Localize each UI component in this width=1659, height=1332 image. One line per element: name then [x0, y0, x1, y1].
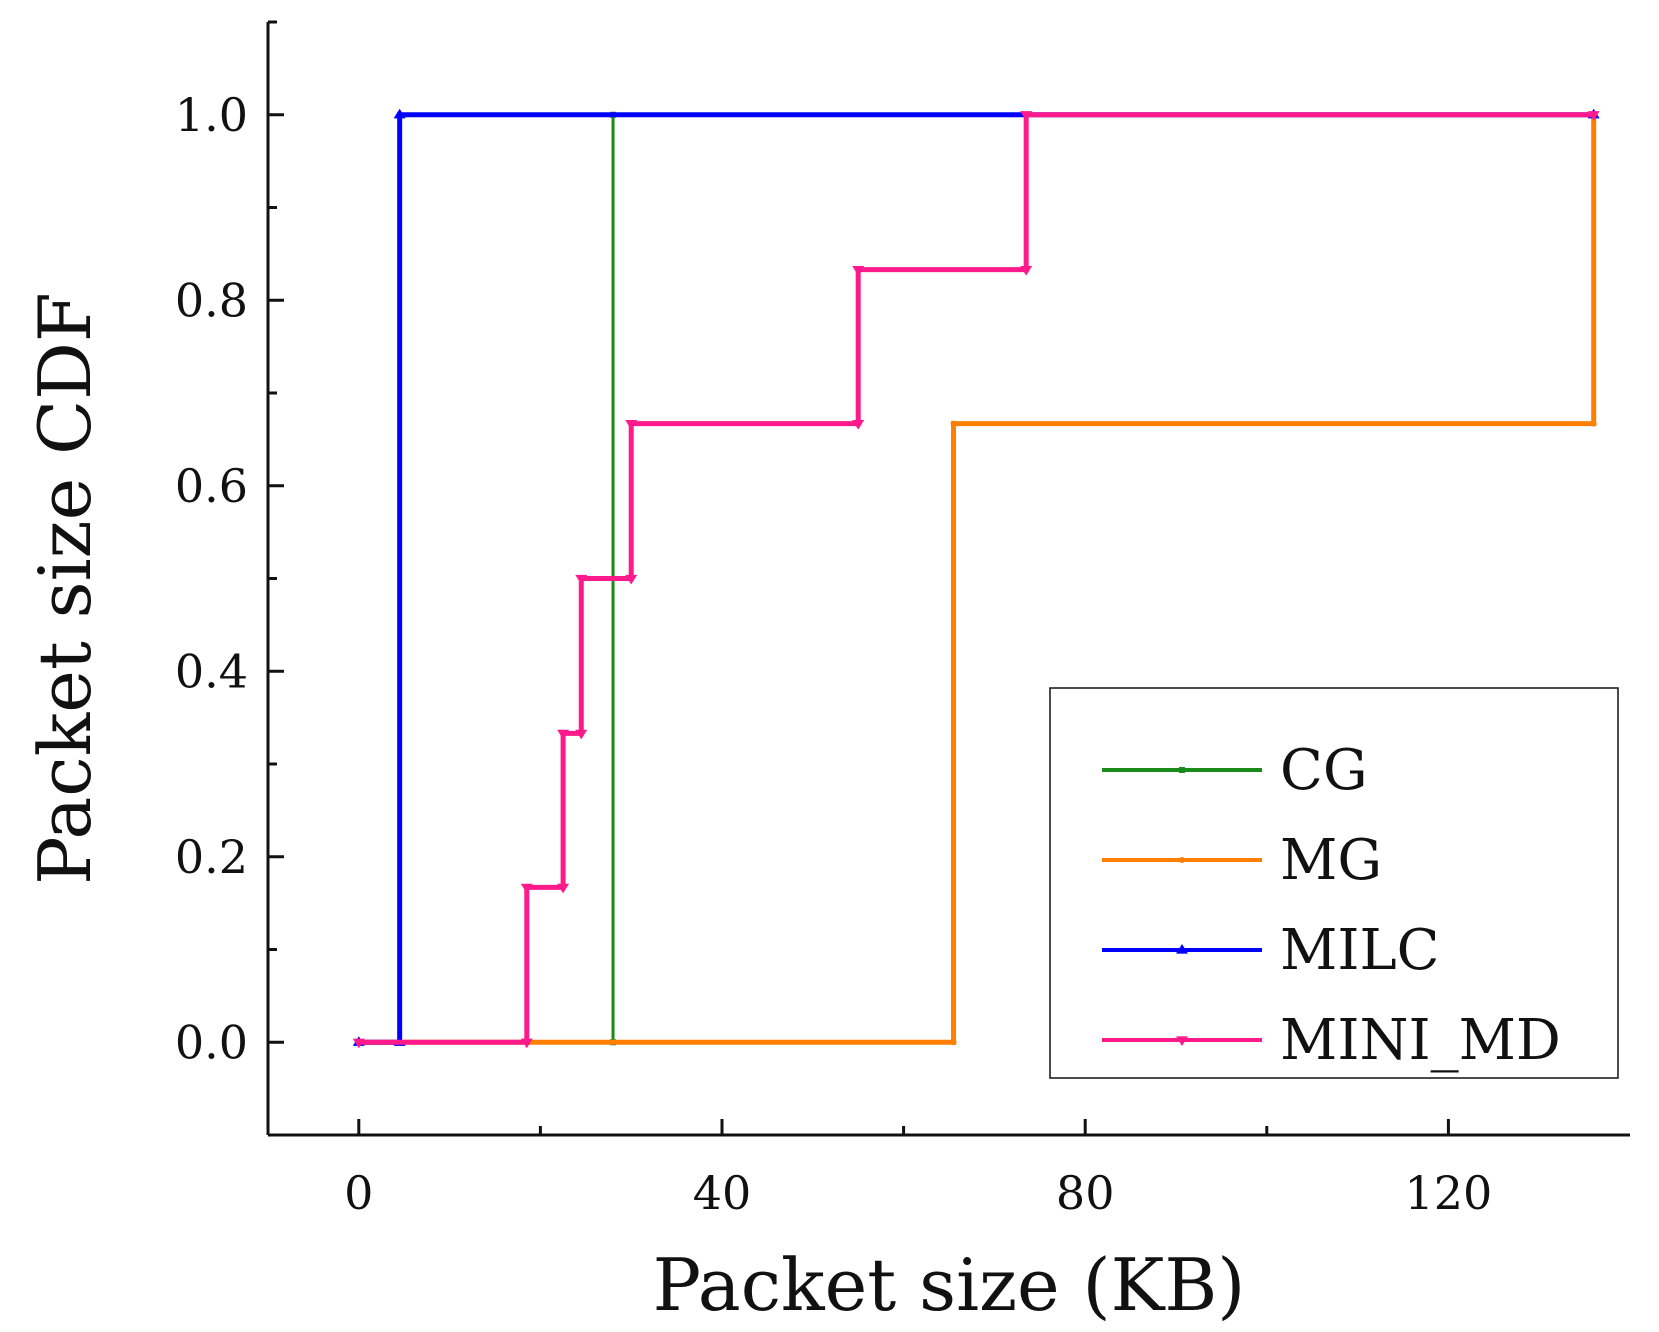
data-point-mini-md: [575, 729, 588, 740]
legend-marker-milc: [1176, 944, 1188, 954]
data-point-mg: [950, 420, 957, 427]
y-tick-label: 0.2: [175, 830, 248, 884]
x-tick-label: 0: [344, 1166, 373, 1220]
data-point-mg: [950, 1039, 957, 1046]
legend-label-mini-md: MINI_MD: [1280, 1008, 1561, 1073]
y-tick-label: 0.6: [175, 459, 248, 513]
y-tick-label: 0.4: [175, 644, 248, 698]
legend-marker-cg: [1179, 767, 1185, 773]
x-tick-label: 120: [1404, 1166, 1492, 1220]
data-point-mini-md: [520, 1038, 533, 1049]
data-point-mini-md: [557, 883, 570, 894]
plot-lines: [352, 108, 1600, 1049]
legend-label-mg: MG: [1280, 828, 1382, 893]
x-tick-label: 40: [693, 1166, 752, 1220]
legend-label-milc: MILC: [1280, 918, 1440, 983]
legend-label-cg: CG: [1280, 738, 1368, 803]
data-point-mini-md: [625, 420, 638, 430]
data-point-mini-md: [1020, 111, 1033, 121]
data-point-mini-md: [557, 729, 570, 740]
legend-box: [1049, 687, 1619, 1079]
legend: CG MG MILC MINI_MD: [1049, 687, 1619, 1079]
legend-marker-mg: [1179, 857, 1185, 863]
data-point-mini-md: [1587, 111, 1600, 121]
data-point-mini-md: [852, 266, 865, 276]
legend-marker-mini-md: [1176, 1036, 1188, 1046]
data-point-mini-md: [852, 420, 865, 430]
x-axis-title: Packet size (KB): [653, 1243, 1246, 1327]
data-point-mini-md: [520, 883, 533, 894]
data-point-mg: [1590, 420, 1597, 427]
data-point-milc: [393, 108, 406, 119]
y-tick-label: 1.0: [175, 88, 248, 142]
data-point-mini-md: [352, 1038, 365, 1049]
data-point-mini-md: [625, 574, 638, 585]
y-tick-label: 0.0: [175, 1015, 248, 1069]
axis-ticks: 0.0 0.2 0.4 0.6 0.8 1.0 0 40 80 120: [175, 20, 1492, 1220]
data-point-mini-md: [1020, 266, 1033, 276]
series-line-mini-md: [358, 112, 1594, 1045]
y-tick-label: 0.8: [175, 273, 248, 327]
data-point-mini-md: [575, 574, 588, 585]
y-axis-title: Packet size CDF: [23, 292, 107, 885]
x-tick-label: 80: [1056, 1166, 1115, 1220]
